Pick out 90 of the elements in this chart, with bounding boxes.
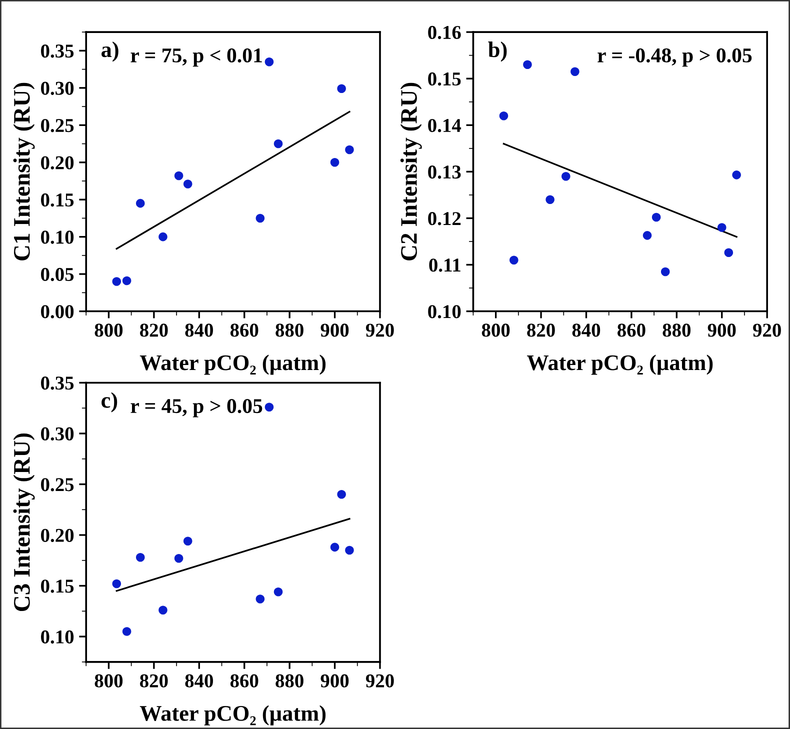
point — [660, 267, 670, 276]
point — [546, 195, 554, 204]
point — [122, 627, 132, 636]
y-tick-label: 0.05 — [41, 268, 74, 282]
x-tick-label: 820 — [140, 324, 168, 337]
y-tick-label: 0.25 — [41, 478, 74, 492]
point — [330, 542, 340, 552]
point — [112, 277, 122, 286]
point — [510, 256, 518, 264]
point — [717, 223, 726, 232]
x-tick-label: 800 — [482, 324, 510, 337]
y-axis-title: C3 Intensity (RU) — [13, 434, 35, 612]
point — [724, 248, 734, 258]
point — [732, 170, 741, 180]
x-tick-label: 840 — [185, 324, 213, 337]
annotation: a) — [102, 42, 118, 62]
x-tick-label: 880 — [662, 324, 691, 337]
y-tick-label: 0.20 — [41, 528, 74, 542]
x-tick-label: 860 — [230, 674, 258, 688]
point — [174, 554, 184, 563]
y-tick-label: 0.15 — [428, 72, 461, 86]
x-tick-label: 920 — [366, 324, 394, 337]
x-tick-label: 800 — [94, 674, 123, 688]
y-tick-label: 0.10 — [41, 630, 74, 644]
y-tick-label: 0.00 — [41, 305, 74, 318]
point — [330, 158, 340, 167]
y-tick-label: 0.12 — [428, 212, 461, 226]
y-tick-label: 0.11 — [429, 258, 460, 272]
y-tick-label: 0.30 — [41, 82, 74, 95]
x-tick-label: 800 — [94, 324, 123, 337]
point — [183, 536, 192, 546]
x-tick-label: 920 — [366, 674, 394, 688]
point — [112, 579, 122, 588]
point — [158, 606, 168, 615]
point — [274, 139, 283, 148]
y-tick-label: 0.10 — [41, 230, 74, 244]
point — [122, 276, 132, 286]
y-tick-label: 0.10 — [428, 305, 461, 318]
point — [562, 172, 570, 181]
point — [136, 552, 145, 562]
annotation: r = 75, p < 0.01 — [130, 48, 262, 67]
y-tick-label: 0.16 — [428, 26, 461, 40]
annotation: b) — [488, 42, 507, 62]
y-axis-title: C1 Intensity (RU) — [13, 82, 35, 260]
point — [256, 214, 265, 223]
x-tick-label: 920 — [753, 324, 781, 337]
x-tick-label: 880 — [276, 324, 304, 337]
x-axis-title: Water pCO₂ (µatm) — [140, 705, 326, 726]
x-axis-title: Water pCO₂ (µatm) — [526, 354, 713, 375]
x-tick-label: 860 — [618, 324, 646, 337]
y-tick-label: 0.35 — [41, 44, 74, 58]
point — [499, 111, 508, 120]
point — [183, 180, 192, 188]
y-tick-label: 0.20 — [41, 156, 74, 170]
x-tick-label: 840 — [185, 674, 213, 688]
point — [345, 145, 354, 154]
point — [256, 594, 265, 604]
point — [337, 84, 346, 94]
annotation: c) — [102, 392, 118, 412]
point — [158, 232, 168, 242]
y-tick-label: 0.35 — [41, 376, 74, 390]
y-tick-label: 0.13 — [428, 165, 461, 179]
point — [337, 490, 346, 499]
x-tick-label: 860 — [230, 324, 258, 337]
point — [264, 57, 274, 66]
x-tick-label: 900 — [320, 674, 349, 688]
point — [136, 198, 145, 208]
x-tick-label: 840 — [572, 324, 600, 337]
y-tick-label: 0.25 — [41, 118, 74, 132]
y-tick-label: 0.30 — [41, 427, 74, 441]
x-tick-label: 820 — [140, 674, 168, 688]
point — [264, 402, 274, 412]
point — [642, 231, 652, 240]
point — [523, 60, 532, 70]
y-tick-label: 0.15 — [41, 580, 74, 593]
x-tick-label: 900 — [708, 324, 736, 337]
x-tick-label: 900 — [320, 324, 349, 337]
annotation: r = -0.48, p > 0.05 — [598, 48, 752, 67]
point — [174, 171, 184, 180]
y-axis-title: C2 Intensity (RU) — [400, 82, 422, 260]
point — [274, 587, 283, 596]
point — [345, 546, 354, 555]
y-tick-label: 0.14 — [428, 118, 462, 132]
y-tick-label: 0.15 — [41, 193, 74, 207]
x-axis-title: Water pCO₂ (µatm) — [140, 354, 326, 375]
x-tick-label: 880 — [276, 674, 304, 688]
annotation: r = 45, p > 0.05 — [130, 399, 262, 418]
point — [652, 212, 661, 222]
x-tick-label: 820 — [527, 324, 555, 337]
point — [570, 67, 580, 76]
